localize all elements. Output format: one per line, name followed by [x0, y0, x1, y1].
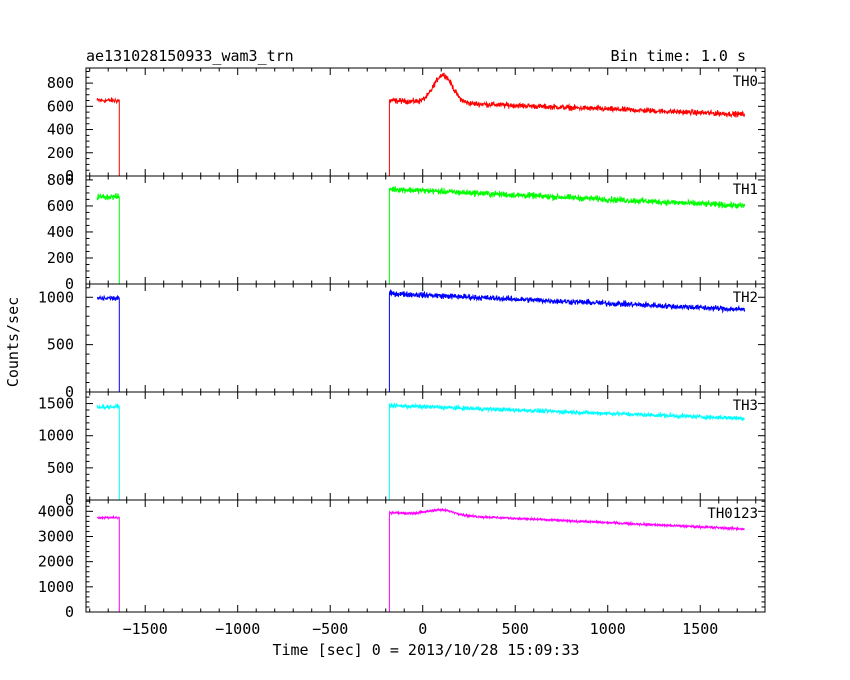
panel-frame	[85, 67, 766, 177]
y-axis-title: Counts/sec	[4, 297, 22, 387]
panel-label-th0123: TH0123	[707, 506, 758, 522]
y-tick-label: 600	[47, 97, 74, 115]
y-tick-label: 800	[47, 74, 74, 92]
y-tick-label: 200	[47, 144, 74, 162]
y-tick-label: 200	[47, 249, 74, 267]
panel-frame	[85, 499, 766, 613]
series-line-th2	[96, 288, 746, 393]
y-tick-label: 1000	[38, 288, 74, 306]
y-tick-label: 2000	[38, 553, 74, 571]
y-tick-label: 0	[65, 603, 74, 621]
y-tick-label: 0	[65, 167, 74, 185]
y-tick-label: 3000	[38, 527, 74, 545]
y-tick-label: 4000	[38, 502, 74, 520]
y-tick-label: 0	[65, 491, 74, 509]
x-tick-label: −1500	[123, 620, 168, 638]
panel-th1: 0 200 400 600 800 TH1	[47, 171, 766, 293]
x-tick-label: −1000	[215, 620, 260, 638]
y-tick-label: 0	[65, 275, 74, 293]
panel-th3: 0 500 1000 1500 TH3	[38, 391, 766, 509]
y-tick-label: 0	[65, 383, 74, 401]
y-tick-label: 1000	[38, 427, 74, 445]
x-tick-label: 1000	[590, 620, 626, 638]
panel-label-th0: TH0	[733, 74, 758, 90]
y-tick-label: 400	[47, 121, 74, 139]
panel-th0123: 0 1000 2000 3000 4000 TH0123	[38, 499, 766, 621]
x-tick-label: 1500	[682, 620, 718, 638]
y-tick-label: 500	[47, 336, 74, 354]
panel-th0: 0 200 400 600 800 TH0	[47, 67, 766, 185]
series-line-th0	[96, 72, 746, 177]
panel-label-th3: TH3	[733, 398, 758, 414]
y-tick-label: 600	[47, 197, 74, 215]
y-tick-label: 1000	[38, 578, 74, 596]
panels-group: 0 200 400 600 800 TH0 0 200 400 600 800 TH1 0 500 1000…	[38, 67, 766, 638]
panel-label-th1: TH1	[733, 182, 758, 198]
panel-label-th2: TH2	[733, 290, 758, 306]
panel-th2: 0 500 1000 TH2	[38, 283, 766, 401]
y-tick-label: 400	[47, 223, 74, 241]
panel-frame	[85, 283, 766, 393]
x-tick-label: −500	[312, 620, 348, 638]
figure-title: ae131028150933_wam3_trn	[86, 47, 294, 65]
x-axis-title: Time [sec] 0 = 2013/10/28 15:09:33	[272, 641, 579, 659]
bin-time-label: Bin time: 1.0 s	[611, 47, 746, 65]
series-line-th3	[96, 402, 745, 501]
y-tick-label: 800	[47, 171, 74, 189]
series-line-th0123	[96, 507, 746, 613]
y-tick-label: 500	[47, 459, 74, 477]
series-line-th1	[96, 186, 746, 285]
y-tick-label: 1500	[38, 395, 74, 413]
x-tick-label: 500	[502, 620, 529, 638]
x-tick-label: 0	[418, 620, 427, 638]
